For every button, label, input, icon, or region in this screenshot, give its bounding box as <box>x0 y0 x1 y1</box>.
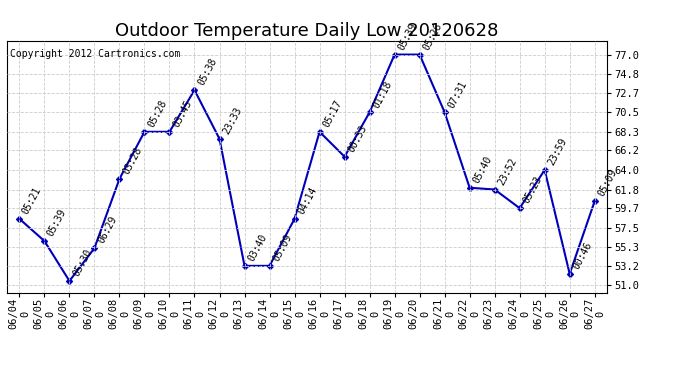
Title: Outdoor Temperature Daily Low 20120628: Outdoor Temperature Daily Low 20120628 <box>115 22 499 40</box>
Text: 23:52: 23:52 <box>496 156 519 187</box>
Text: 05:23: 05:23 <box>521 175 544 206</box>
Text: 05:17: 05:17 <box>321 98 344 129</box>
Text: 05:39: 05:39 <box>396 21 419 52</box>
Text: 07:31: 07:31 <box>446 79 469 110</box>
Text: 04:14: 04:14 <box>296 185 319 216</box>
Text: 03:45: 03:45 <box>171 98 193 129</box>
Text: 06:29: 06:29 <box>96 215 119 245</box>
Text: 03:40: 03:40 <box>246 232 268 263</box>
Text: 05:09: 05:09 <box>271 232 293 263</box>
Text: 03:28: 03:28 <box>121 146 144 176</box>
Text: 05:40: 05:40 <box>471 154 493 185</box>
Text: 01:18: 01:18 <box>371 79 393 110</box>
Text: 00:33: 00:33 <box>346 123 368 154</box>
Text: 00:46: 00:46 <box>571 240 593 271</box>
Text: Copyright 2012 Cartronics.com: Copyright 2012 Cartronics.com <box>10 49 180 59</box>
Text: 05:28: 05:28 <box>146 98 168 129</box>
Text: 05:26: 05:26 <box>421 21 444 52</box>
Text: 05:30: 05:30 <box>71 248 93 278</box>
Text: 05:09: 05:09 <box>596 168 619 198</box>
Text: 05:21: 05:21 <box>21 185 43 216</box>
Text: 05:38: 05:38 <box>196 57 219 87</box>
Text: 23:33: 23:33 <box>221 105 244 136</box>
Text: 05:39: 05:39 <box>46 208 68 238</box>
Text: 23:59: 23:59 <box>546 136 569 167</box>
